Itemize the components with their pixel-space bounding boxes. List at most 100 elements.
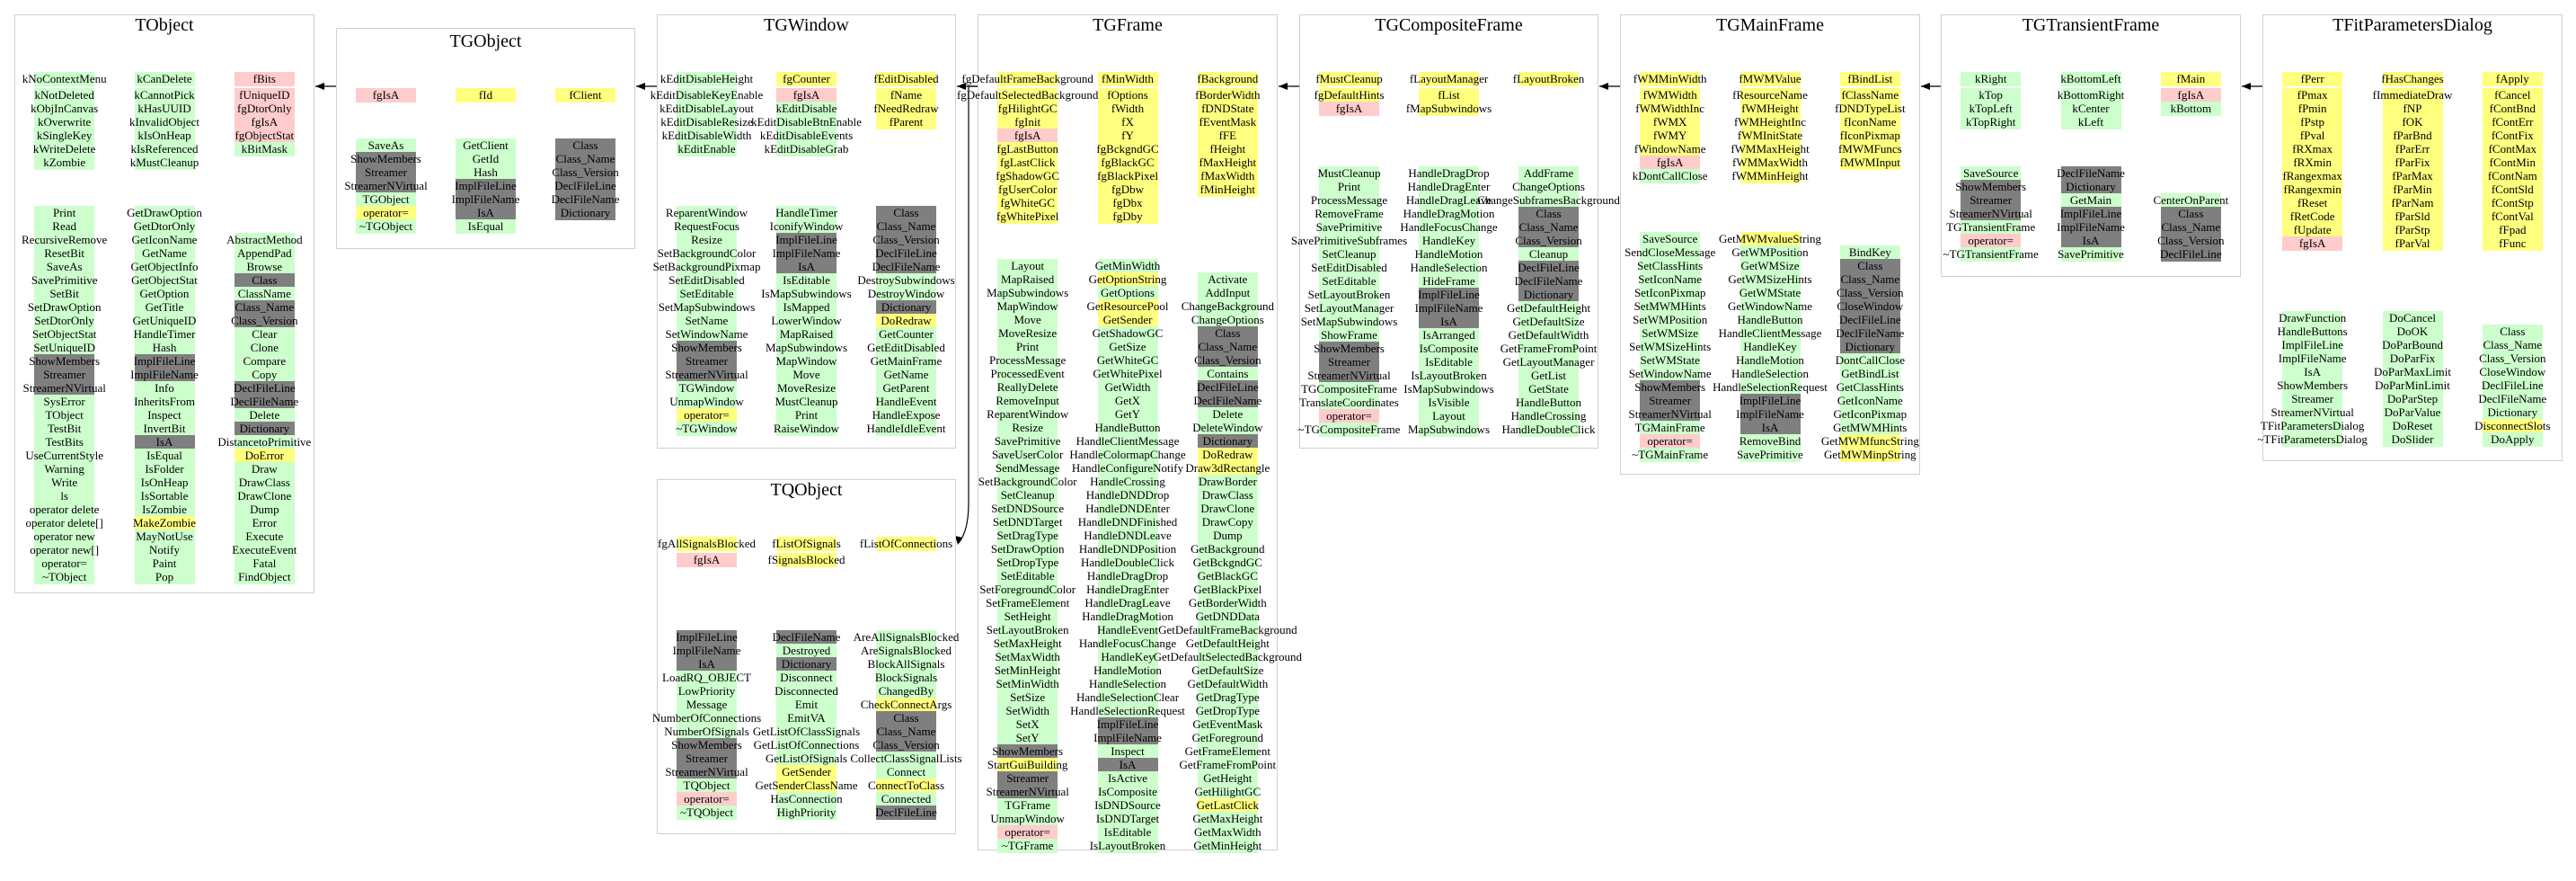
- data-member-cell-label: fImmediateDraw: [2372, 87, 2453, 102]
- method-cell-label: GetDefaultSize: [1191, 663, 1264, 677]
- method-cell: GetOption: [134, 286, 195, 301]
- method-cell-label: StreamerNVirtual: [1628, 406, 1712, 421]
- data-member-cell-label: fHasChanges: [2381, 71, 2444, 85]
- method-cell-label: Class: [572, 138, 598, 152]
- class-title: TGFrame: [1093, 15, 1163, 35]
- data-member-cell-label: fgObjectStat: [235, 128, 295, 142]
- method-cell: HandleButton: [1516, 395, 1581, 410]
- method-cell-label: HandleTimer: [133, 326, 196, 341]
- method-cell: InheritsFrom: [134, 394, 195, 409]
- method-cell-label: DeclFileName: [551, 191, 620, 206]
- method-cell: Layout: [997, 258, 1058, 273]
- method-cell-label: Message: [686, 697, 728, 711]
- data-member-cell-label: fgIsA: [1335, 101, 1363, 115]
- method-cell: ~TGFrame: [997, 838, 1058, 853]
- method-cell: ImplFileLine: [1739, 393, 1801, 408]
- method-cell-label: Contains: [1207, 366, 1249, 380]
- method-cell: Class_Name: [1197, 339, 1258, 354]
- method-cell-label: ShowFrame: [1321, 327, 1377, 342]
- data-member-cell: fParent: [876, 114, 936, 129]
- inheritance-edge: [958, 85, 978, 544]
- data-member-cell-label: fWMX: [1652, 114, 1687, 129]
- method-cell: ImplFileName: [2057, 219, 2125, 235]
- data-member-cell: fHeight: [1197, 141, 1258, 156]
- data-member-cell-label: kHasUUID: [137, 101, 191, 115]
- method-cell-label: GetForeground: [1191, 730, 1264, 744]
- method-cell-label: HandleDragLeave: [1084, 595, 1171, 610]
- data-member-cell-label: kSingleKey: [36, 128, 93, 142]
- method-cell-label: IsActive: [1107, 770, 1148, 785]
- method-cell-label: GetOption: [139, 286, 190, 300]
- method-cell-label: HandleFocusChange: [1078, 636, 1177, 650]
- method-cell-label: Error: [252, 515, 278, 529]
- method-cell: Move: [997, 312, 1058, 327]
- method-cell: GetName: [134, 245, 195, 261]
- method-cell-label: StreamerNVirtual: [986, 784, 1069, 798]
- data-member-cell-label: fgInit: [1014, 114, 1041, 129]
- method-cell: SetDragType: [996, 528, 1058, 543]
- data-member-cell-label: fIconPixmap: [1839, 128, 1900, 142]
- method-cell-label: IsEqual: [146, 448, 182, 462]
- method-cell: DestroyWindow: [868, 286, 944, 301]
- method-cell: HandleKey: [1097, 649, 1158, 664]
- method-cell: MakeZombie: [133, 515, 196, 530]
- method-cell: CheckConnectArgs: [861, 697, 952, 712]
- data-member-cell-label: fBackground: [1197, 71, 1259, 85]
- method-cell: SetUniqueID: [33, 340, 95, 355]
- method-cell-label: GetLayoutManager: [1502, 354, 1595, 369]
- method-cell-label: Resize: [1012, 420, 1043, 434]
- method-cell: GetMWMinpString: [1824, 447, 1917, 462]
- method-cell-label: ImplFileName: [2057, 219, 2125, 234]
- method-cell-label: Read: [52, 218, 77, 233]
- data-member-cell: kEditDisableHeight: [660, 71, 753, 86]
- method-cell: SavePrimitive: [995, 433, 1061, 449]
- data-member-cell-label: fgHilightGC: [997, 101, 1058, 115]
- class-title: TGTransientFrame: [2022, 15, 2160, 35]
- method-cell: GetMaxWidth: [1194, 824, 1261, 840]
- method-cell: NumberOfConnections: [652, 710, 761, 725]
- method-cell: ShowMembers: [671, 340, 742, 355]
- method-cell: SetCleanup: [997, 487, 1058, 503]
- method-cell-label: HandleFocusChange: [1400, 219, 1498, 234]
- method-cell-label: AreSignalsBlocked: [860, 643, 952, 657]
- method-cell-label: ~TGFrame: [1001, 838, 1054, 852]
- method-cell-label: operator=: [684, 407, 730, 422]
- data-member-cell-label: fOptions: [1107, 87, 1148, 102]
- method-cell: RequestFocus: [674, 218, 739, 234]
- method-cell: GetObjectStat: [131, 272, 198, 288]
- method-cell-label: Dictionary: [1202, 433, 1253, 448]
- method-cell: IsComposite: [1097, 784, 1158, 799]
- data-member-cell-label: fParFix: [2395, 155, 2430, 169]
- data-member-cell: kEditDisableEvents: [760, 128, 853, 143]
- data-member-cell: fgWhiteGC: [997, 195, 1058, 210]
- method-cell: SetBackgroundColor: [658, 245, 756, 261]
- data-member-cell-label: kZombie: [43, 155, 86, 169]
- method-cell: ImplFileName: [1736, 406, 1804, 422]
- method-cell: IsVisible: [1419, 395, 1479, 410]
- data-member-cell-label: fWMMaxWidth: [1732, 155, 1808, 169]
- method-cell-label: SaveUserColor: [991, 447, 1064, 461]
- method-cell-label: SetDNDTarget: [992, 514, 1063, 529]
- method-cell-label: Dictionary: [881, 299, 932, 314]
- method-cell: HandleMotion: [1736, 352, 1804, 368]
- method-cell: DoError: [234, 448, 295, 463]
- method-cell-label: FindObject: [238, 569, 291, 583]
- method-cell: HandleDragDrop: [1087, 568, 1168, 583]
- method-cell: ShowMembers: [350, 151, 421, 166]
- method-cell: IsA: [1739, 420, 1801, 435]
- method-cell: SetHeight: [997, 609, 1058, 624]
- data-member-cell: fContMin: [2482, 155, 2543, 170]
- method-cell: GetDragType: [1196, 690, 1260, 705]
- data-member-cell: kLeft: [2060, 114, 2121, 129]
- data-member-cell-label: kCenter: [2072, 101, 2110, 115]
- data-member-cell-label: kEditDisableEvents: [759, 128, 854, 142]
- method-cell-label: GetBackground: [1191, 541, 1265, 556]
- method-cell-label: Streamer: [1328, 354, 1370, 369]
- method-cell-label: IsA: [2304, 364, 2322, 378]
- method-cell-label: Class_Name: [876, 218, 936, 233]
- method-cell: HandleIdleEvent: [866, 421, 946, 436]
- method-cell: operator=: [997, 824, 1058, 840]
- method-cell-label: Streamer: [686, 751, 728, 765]
- data-member-cell-label: kDontCallClose: [1632, 168, 1708, 182]
- data-member-cell-label: fgDby: [1112, 209, 1143, 223]
